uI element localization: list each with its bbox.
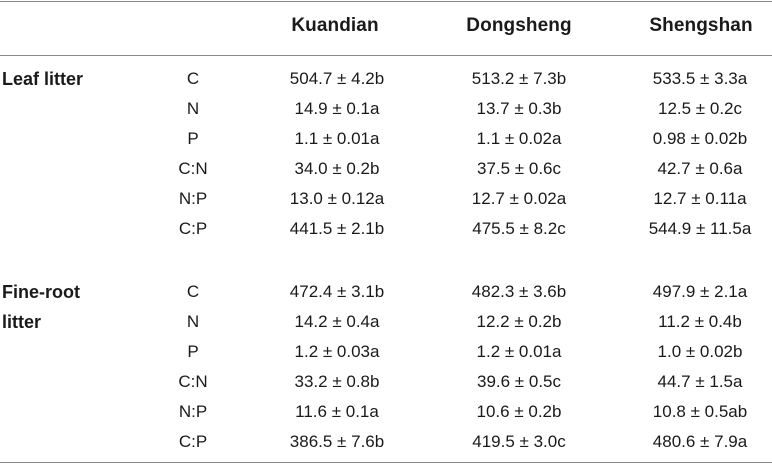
table-cell: 10.8 ± 0.5ab [652, 402, 748, 421]
table-cell: 482.3 ± 3.6b [471, 282, 567, 301]
table-row: C:N 33.2 ± 0.8b 39.6 ± 0.5c 44.7 ± 1.5a [0, 367, 772, 397]
table-row: C:P 441.5 ± 2.1b 475.5 ± 8.2c 544.9 ± 11… [0, 214, 772, 244]
variable-label: P [187, 129, 199, 148]
table-cell: 33.2 ± 0.8b [294, 372, 380, 391]
variable-label: C:P [178, 432, 208, 451]
column-header-kuandian: Kuandian [291, 15, 379, 36]
table-header-row: Kuandian Dongsheng Shengshan [0, 0, 772, 55]
table-row: N 14.2 ± 0.4a 12.2 ± 0.2b 11.2 ± 0.4b [0, 307, 772, 337]
table-cell: 14.9 ± 0.1a [294, 99, 380, 118]
table-cell: 533.5 ± 3.3a [652, 69, 748, 88]
header-bottom-rule [0, 55, 772, 56]
column-header-dongsheng: Dongsheng [466, 15, 572, 36]
table-cell: 497.9 ± 2.1a [652, 282, 748, 301]
table-cell: 475.5 ± 8.2c [472, 219, 566, 238]
table-cell: 1.1 ± 0.01a [294, 129, 380, 148]
table-cell: 11.2 ± 0.4b [658, 312, 742, 331]
table-cell: 441.5 ± 2.1b [289, 219, 385, 238]
table-cell: 14.2 ± 0.4a [294, 312, 380, 331]
table-row: C 504.7 ± 4.2b 513.2 ± 7.3b 533.5 ± 3.3a [0, 64, 772, 94]
table-row: N 14.9 ± 0.1a 13.7 ± 0.3b 12.5 ± 0.2c [0, 94, 772, 124]
table-cell: 12.7 ± 0.11a [653, 189, 747, 208]
section-label: Fine-root [2, 282, 80, 302]
table-cell: 44.7 ± 1.5a [657, 372, 743, 391]
table-cell: 39.6 ± 0.5c [477, 372, 561, 391]
table-cell: 12.7 ± 0.02a [471, 189, 567, 208]
table-cell: 42.7 ± 0.6a [657, 159, 743, 178]
table-cell: 504.7 ± 4.2b [289, 69, 385, 88]
table-cell: 10.6 ± 0.2b [476, 402, 562, 421]
table-cell: 12.2 ± 0.2b [476, 312, 562, 331]
variable-label: C [186, 69, 200, 88]
table-cell: 544.9 ± 11.5a [648, 219, 752, 238]
table-row: P 1.2 ± 0.03a 1.2 ± 0.01a 1.0 ± 0.02b [0, 337, 772, 367]
table-cell: 1.2 ± 0.01a [476, 342, 562, 361]
variable-label: C [186, 282, 200, 301]
table-row: P 1.1 ± 0.01a 1.1 ± 0.02a 0.98 ± 0.02b [0, 124, 772, 154]
table-cell: 13.7 ± 0.3b [476, 99, 562, 118]
table-row: C:N 34.0 ± 0.2b 37.5 ± 0.6c 42.7 ± 0.6a [0, 154, 772, 184]
table-bottom-rule [0, 462, 772, 463]
table-cell: 1.2 ± 0.03a [294, 342, 380, 361]
table-cell: 386.5 ± 7.6b [289, 432, 385, 451]
variable-label: N [186, 312, 200, 331]
column-header-shengshan: Shengshan [649, 15, 753, 36]
table-row: C:P 386.5 ± 7.6b 419.5 ± 3.0c 480.6 ± 7.… [0, 427, 772, 457]
table-cell: 513.2 ± 7.3b [471, 69, 567, 88]
table-cell: 34.0 ± 0.2b [294, 159, 380, 178]
section-label: Leaf litter [2, 69, 84, 89]
table-top-rule [0, 1, 772, 2]
variable-label: C:N [178, 159, 208, 178]
table-cell: 1.0 ± 0.02b [657, 342, 743, 361]
table-cell: 12.5 ± 0.2c [658, 99, 742, 118]
table-cell: 472.4 ± 3.1b [289, 282, 385, 301]
variable-label: P [187, 342, 199, 361]
variable-label: C:P [178, 219, 208, 238]
table-row: N:P 11.6 ± 0.1a 10.6 ± 0.2b 10.8 ± 0.5ab [0, 397, 772, 427]
table-cell: 13.0 ± 0.12a [289, 189, 385, 208]
table-cell: 480.6 ± 7.9a [652, 432, 748, 451]
table-cell: 419.5 ± 3.0c [472, 432, 566, 451]
table-row: C 472.4 ± 3.1b 482.3 ± 3.6b 497.9 ± 2.1a [0, 277, 772, 307]
section-label-continued: litter [2, 312, 42, 332]
table-cell: 1.1 ± 0.02a [476, 129, 562, 148]
table-cell: 37.5 ± 0.6c [477, 159, 561, 178]
table-cell: 11.6 ± 0.1a [295, 402, 379, 421]
variable-label: C:N [178, 372, 208, 391]
variable-label: N:P [178, 402, 208, 421]
table-cell: 0.98 ± 0.02b [652, 129, 748, 148]
table-row: N:P 13.0 ± 0.12a 12.7 ± 0.02a 12.7 ± 0.1… [0, 184, 772, 214]
variable-label: N [186, 99, 200, 118]
variable-label: N:P [178, 189, 208, 208]
